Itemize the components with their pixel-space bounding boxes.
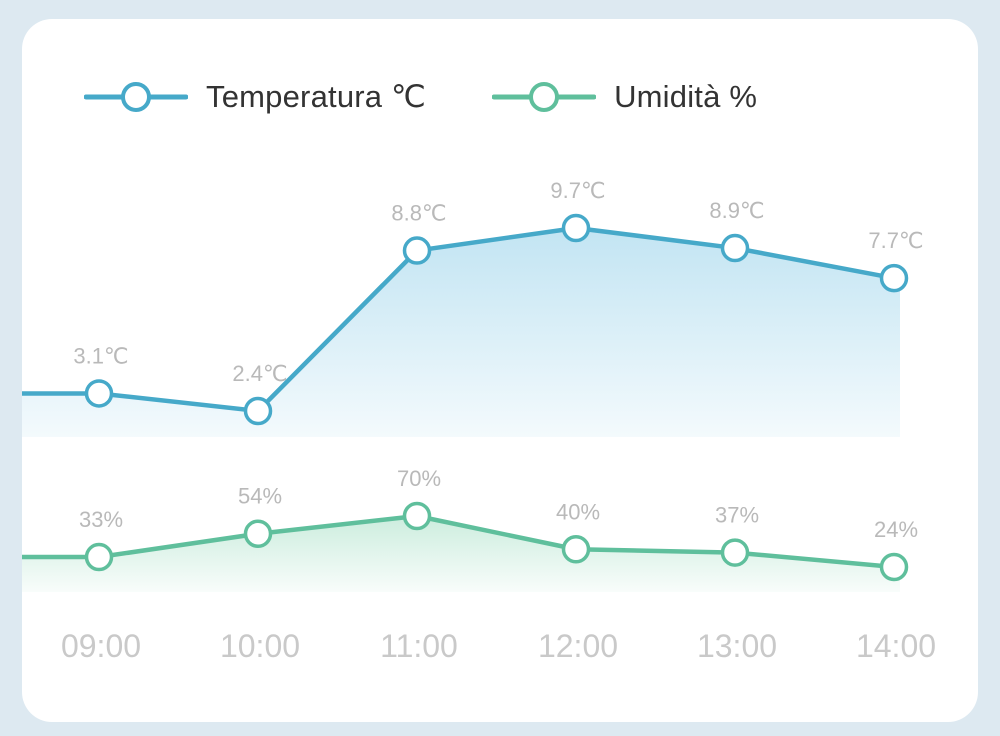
x-tick-label: 13:00 — [697, 628, 777, 664]
humidity-data-label: 54% — [238, 484, 282, 509]
legend-item-temperature[interactable]: Temperatura ℃ — [84, 74, 426, 120]
x-tick-label: 14:00 — [856, 628, 936, 664]
humidity-point — [84, 542, 114, 572]
humidity-data-label: 70% — [397, 466, 441, 491]
legend-temperature-label: Temperatura ℃ — [206, 79, 427, 114]
x-tick-label: 10:00 — [220, 628, 300, 664]
temperature-point — [879, 263, 909, 293]
temperature-data-label: 7.7℃ — [868, 228, 923, 253]
legend-item-humidity[interactable]: Umidità % — [492, 74, 757, 120]
temperature-point — [402, 236, 432, 265]
x-tick-label: 11:00 — [380, 628, 458, 664]
humidity-area — [22, 516, 900, 592]
legend-temperature-symbol — [84, 82, 188, 112]
x-tick-label: 09:00 — [61, 628, 141, 664]
legend-humidity-symbol — [492, 82, 597, 112]
temperature-data-label: 8.8℃ — [391, 201, 446, 226]
humidity-data-label: 33% — [79, 507, 123, 532]
temperature-point — [84, 379, 114, 408]
humidity-point — [402, 501, 432, 531]
legend: Temperatura ℃ Umidità % — [84, 74, 823, 120]
temperature-point — [243, 396, 273, 426]
humidity-data-label: 40% — [556, 499, 600, 524]
temperature-point — [720, 233, 750, 263]
humidity-point — [720, 538, 750, 567]
temperature-data-label: 3.1℃ — [73, 343, 128, 368]
temperature-point — [561, 213, 591, 243]
humidity-point — [243, 519, 273, 548]
x-tick-label: 12:00 — [538, 628, 618, 664]
humidity-data-label: 24% — [874, 517, 918, 542]
humidity-point — [879, 552, 909, 582]
temperature-data-label: 2.4℃ — [232, 361, 287, 386]
humidity-point — [561, 535, 591, 564]
temperature-data-label: 8.9℃ — [709, 198, 764, 223]
humidity-data-label: 37% — [715, 503, 759, 528]
temperature-data-label: 9.7℃ — [550, 178, 605, 203]
temperature-area — [22, 228, 900, 437]
legend-humidity-label: Umidità % — [614, 79, 758, 114]
